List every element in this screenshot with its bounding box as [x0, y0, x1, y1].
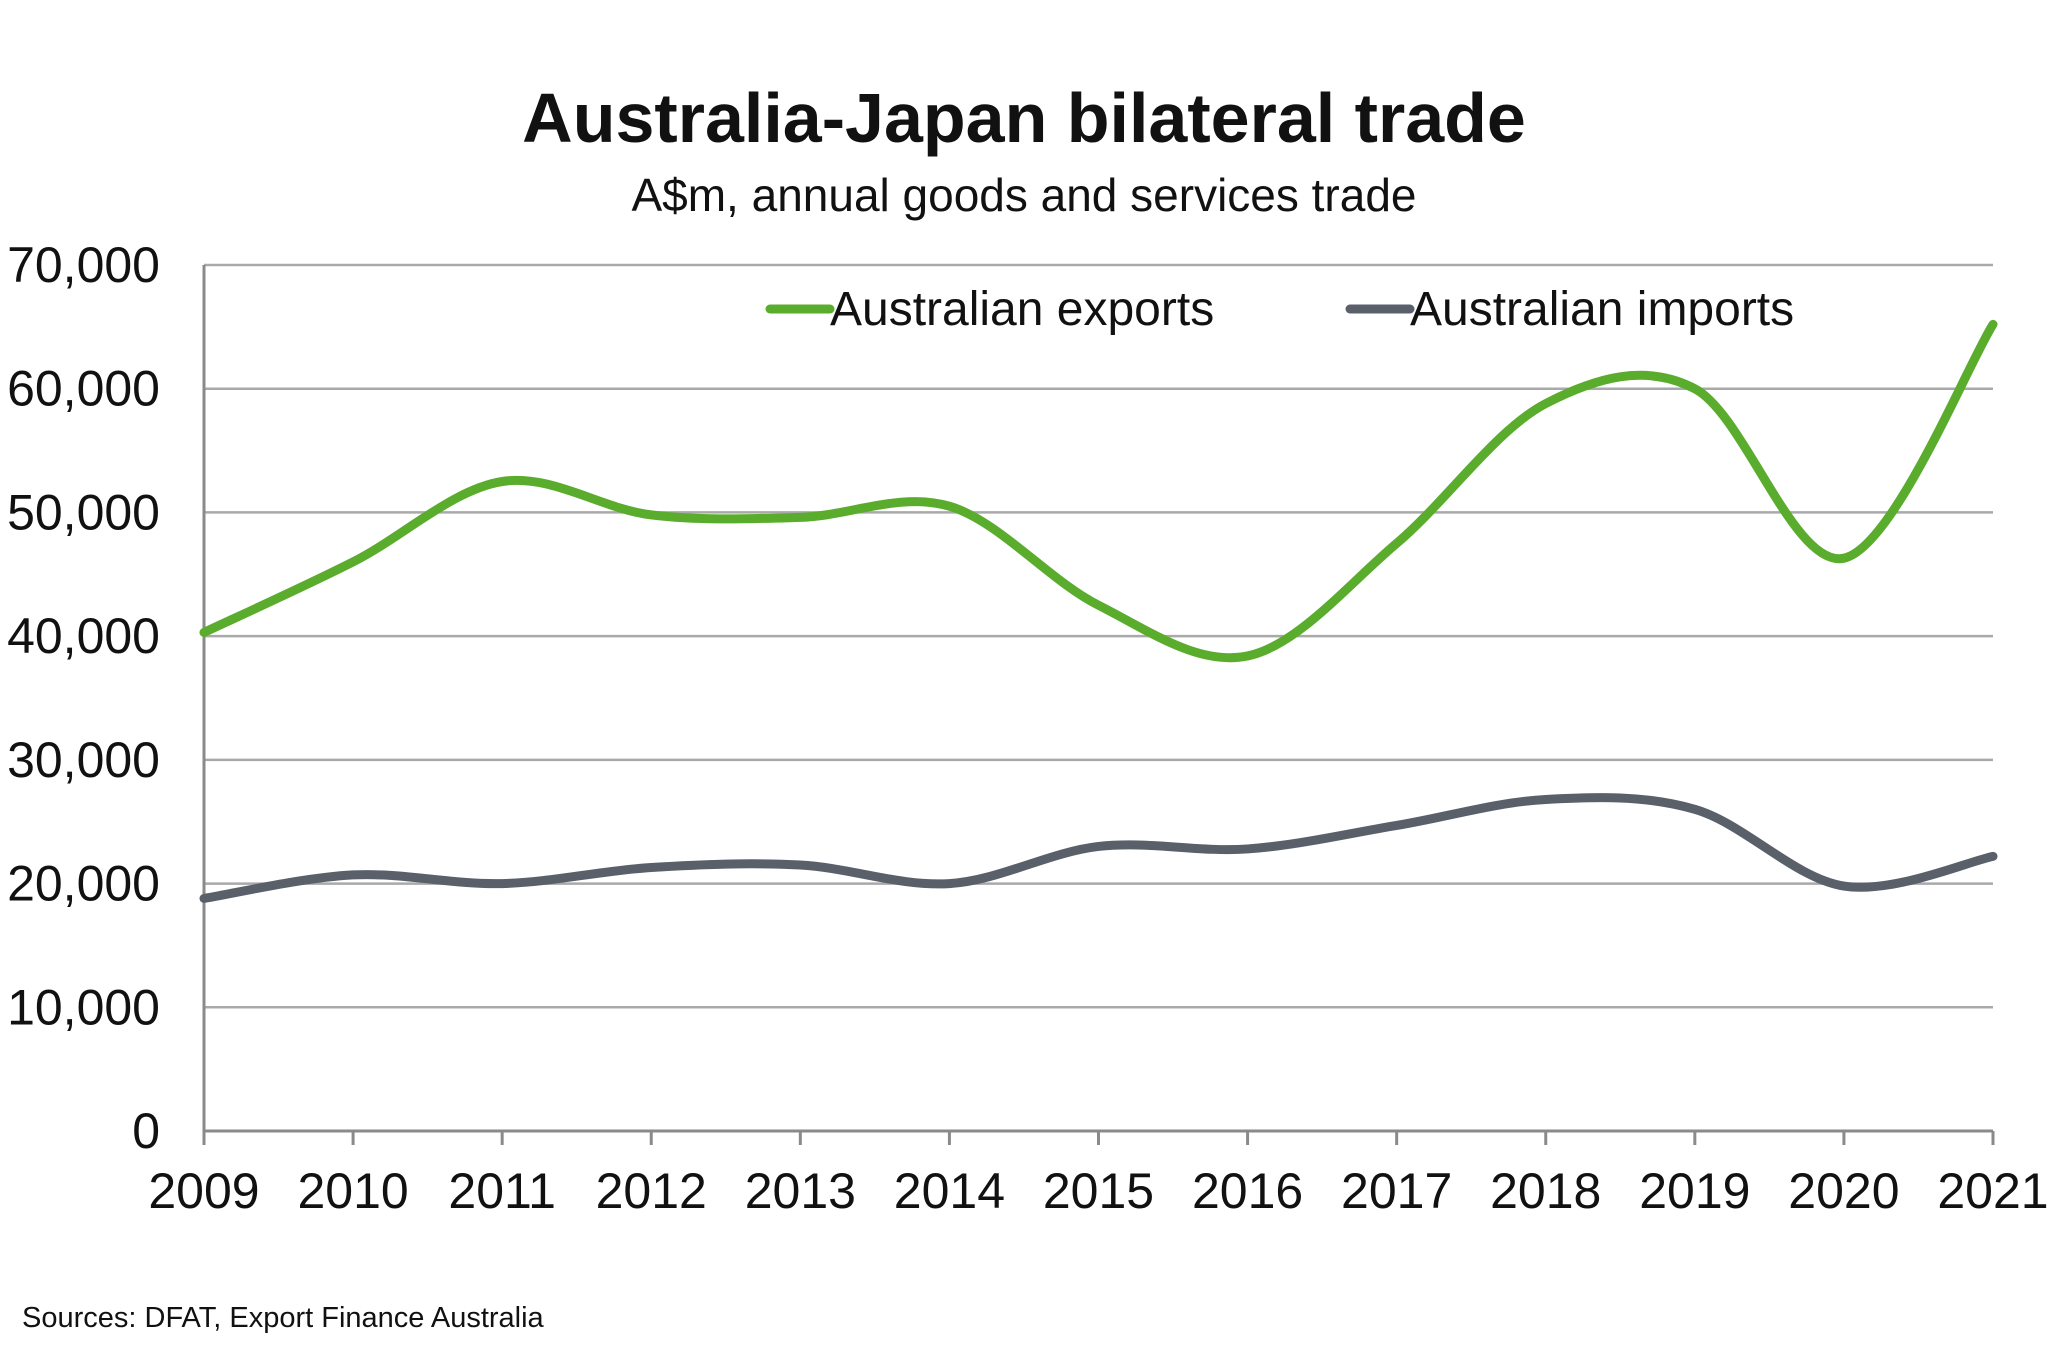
y-tick-label: 0 [132, 1103, 160, 1159]
x-tick-label: 2021 [1937, 1163, 2048, 1219]
y-tick-label: 40,000 [7, 608, 160, 664]
y-axis-tick-labels: 0 10,000 20,000 30,000 40,000 50,000 60,000 70,… [7, 237, 160, 1159]
gridlines [204, 263, 1993, 1009]
series-line-exports [199, 319, 1998, 663]
series-line-imports [199, 793, 1998, 903]
legend-label: Australian imports [1410, 283, 1794, 336]
series-lines [199, 319, 1998, 903]
x-tick-label: 2012 [596, 1163, 707, 1219]
y-tick-label: 30,000 [7, 732, 160, 788]
x-tick-label: 2016 [1192, 1163, 1303, 1219]
chart-title: Australia-Japan bilateral trade [522, 79, 1526, 157]
x-tick-label: 2015 [1043, 1163, 1154, 1219]
axes [202, 265, 1995, 1145]
y-tick-label: 10,000 [7, 979, 160, 1035]
legend: Australian exports Australian imports [765, 283, 1794, 336]
y-tick-label: 70,000 [7, 237, 160, 293]
source-note: Sources: DFAT, Export Finance Australia [22, 1302, 544, 1334]
x-tick-label: 2020 [1788, 1163, 1899, 1219]
x-tick-label: 2017 [1341, 1163, 1452, 1219]
x-tick-label: 2013 [745, 1163, 856, 1219]
y-tick-label: 50,000 [7, 484, 160, 540]
y-tick-label: 20,000 [7, 856, 160, 912]
x-tick-label: 2014 [894, 1163, 1005, 1219]
x-tick-label: 2018 [1490, 1163, 1601, 1219]
x-tick-label: 2011 [448, 1163, 556, 1219]
x-tick-label: 2019 [1639, 1163, 1750, 1219]
chart-subtitle: A$m, annual goods and services trade [631, 169, 1417, 221]
legend-label: Australian exports [830, 283, 1214, 336]
y-tick-label: 60,000 [7, 361, 160, 417]
x-tick-label: 2009 [148, 1163, 259, 1219]
x-tick-label: 2010 [297, 1163, 408, 1219]
x-axis-tick-labels: 2009 2010 2011 2012 2013 2014 2015 2016 2017 2018… [148, 1163, 2048, 1219]
